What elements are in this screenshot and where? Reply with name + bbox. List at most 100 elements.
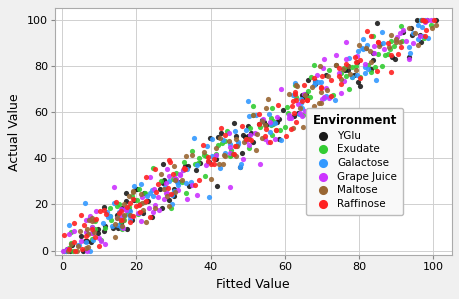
- Point: [182, 190, 190, 195]
- Point: [241, 135, 248, 139]
- Point: [88, 225, 95, 229]
- Point: [396, 24, 403, 29]
- Point: [188, 153, 195, 158]
- Point: [431, 17, 439, 22]
- Point: [251, 130, 258, 135]
- Point: [206, 136, 213, 141]
- Point: [120, 212, 128, 217]
- Point: [298, 99, 305, 104]
- Point: [274, 103, 281, 108]
- Point: [213, 184, 220, 189]
- Point: [88, 227, 95, 231]
- Point: [132, 187, 139, 192]
- Point: [327, 78, 334, 83]
- Point: [67, 248, 74, 253]
- Point: [81, 200, 88, 205]
- Point: [91, 219, 98, 224]
- Point: [128, 214, 135, 219]
- Point: [325, 96, 332, 101]
- Point: [95, 236, 103, 240]
- Point: [330, 98, 338, 103]
- Point: [146, 175, 153, 180]
- Point: [135, 210, 142, 215]
- Point: [245, 143, 252, 147]
- Point: [137, 218, 144, 223]
- Point: [252, 112, 259, 117]
- Point: [110, 200, 118, 205]
- Point: [134, 202, 142, 207]
- Point: [159, 181, 167, 185]
- Point: [416, 17, 424, 22]
- Point: [89, 230, 96, 235]
- Point: [73, 248, 80, 253]
- Point: [373, 40, 381, 45]
- Point: [392, 40, 399, 45]
- Point: [159, 162, 167, 167]
- Point: [100, 228, 107, 233]
- Point: [150, 186, 157, 191]
- Point: [289, 99, 296, 103]
- Point: [324, 68, 331, 73]
- Point: [331, 53, 339, 57]
- Point: [402, 39, 409, 44]
- Point: [95, 231, 102, 236]
- Point: [366, 49, 373, 54]
- Point: [355, 43, 362, 48]
- Point: [202, 153, 209, 158]
- Point: [170, 190, 178, 194]
- Point: [165, 174, 173, 179]
- Point: [124, 210, 132, 215]
- Point: [231, 154, 239, 159]
- Point: [427, 17, 434, 22]
- Point: [419, 36, 426, 40]
- Point: [353, 60, 360, 65]
- Point: [261, 123, 269, 128]
- Point: [226, 154, 233, 159]
- Point: [246, 125, 253, 130]
- Point: [355, 58, 363, 63]
- Point: [67, 240, 75, 245]
- Point: [361, 65, 368, 70]
- Point: [221, 153, 228, 158]
- Point: [269, 119, 276, 124]
- Point: [220, 152, 228, 157]
- Point: [414, 42, 421, 47]
- Point: [210, 157, 217, 161]
- Point: [123, 227, 130, 232]
- Point: [345, 56, 352, 61]
- Point: [132, 204, 140, 208]
- Point: [308, 121, 315, 126]
- Point: [118, 224, 125, 229]
- Point: [101, 208, 108, 212]
- Point: [389, 44, 397, 48]
- Point: [423, 17, 430, 22]
- Point: [291, 91, 298, 96]
- Point: [266, 140, 274, 144]
- Point: [322, 72, 329, 77]
- Point: [88, 237, 95, 242]
- Point: [272, 127, 279, 132]
- Point: [175, 173, 183, 178]
- Point: [142, 199, 150, 203]
- Point: [129, 189, 136, 194]
- Point: [409, 40, 416, 45]
- Point: [82, 217, 89, 222]
- Point: [91, 235, 99, 240]
- Point: [74, 243, 81, 248]
- Point: [103, 210, 111, 215]
- Point: [369, 51, 376, 56]
- Point: [271, 137, 279, 142]
- Point: [234, 140, 241, 145]
- Point: [196, 161, 203, 166]
- Point: [354, 49, 361, 54]
- Point: [339, 79, 347, 84]
- Point: [142, 174, 150, 179]
- Point: [65, 232, 73, 237]
- Point: [113, 204, 120, 209]
- Point: [414, 36, 421, 41]
- Point: [115, 201, 123, 206]
- Point: [204, 154, 211, 159]
- Point: [236, 165, 243, 170]
- Point: [212, 156, 219, 161]
- Point: [174, 187, 181, 192]
